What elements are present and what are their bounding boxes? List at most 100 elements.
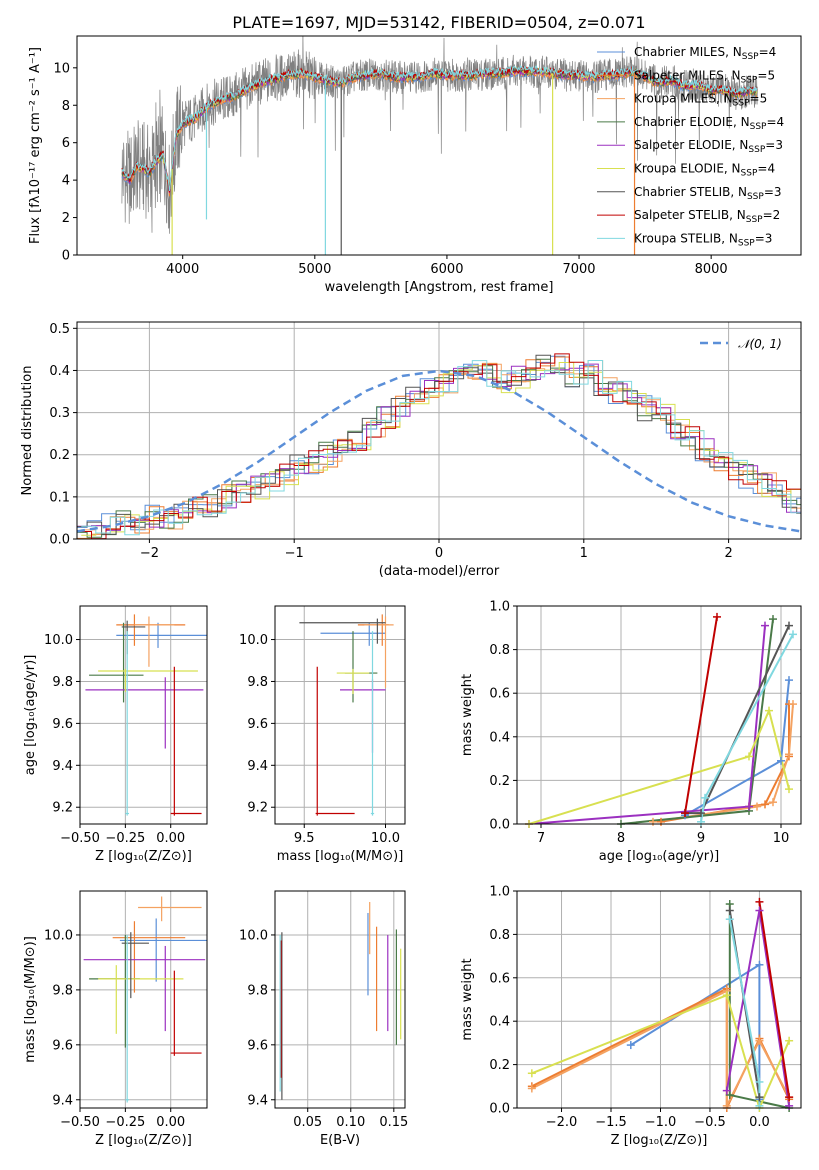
weight-marker [722, 991, 731, 1000]
residual-histogram-5 [77, 363, 801, 531]
residual-histogram-9 [81, 360, 801, 536]
weight-marker [789, 630, 797, 639]
legend-entry: Kroupa ELODIE, NSSP=4 [634, 162, 775, 179]
weight-marker [785, 676, 793, 685]
weight-marker [722, 1086, 731, 1095]
errorbar-point [170, 970, 202, 1056]
mass-vs-ebv-grid [275, 891, 405, 1108]
errorbar-point [357, 614, 389, 646]
weight-marker [789, 700, 797, 709]
y-tick-label: 1.0 [489, 600, 510, 615]
residuals-plot [77, 353, 801, 539]
x-tick-label: 10.0 [371, 831, 400, 846]
weight-vs-age-ylabel: mass weight [460, 674, 475, 756]
weight-marker [745, 802, 753, 811]
mass-vs-Z-grid [79, 891, 207, 1108]
y-tick-label: 9.8 [52, 983, 73, 998]
age-vs-mass-xlabel: mass [log₁₀(M/M⊙)] [277, 849, 404, 864]
model-spectrum-9 [121, 64, 758, 192]
observed-spectrum [121, 36, 758, 234]
weight-marker [701, 793, 709, 802]
x-tick-label: 0.15 [379, 1115, 408, 1130]
y-tick-label: 0.0 [489, 818, 510, 833]
spectrum-title: PLATE=1697, MJD=53142, FIBERID=0504, z=0… [232, 13, 645, 32]
weight-marker [725, 915, 734, 924]
weight-line [700, 633, 794, 822]
errorbar-point [370, 631, 375, 816]
residual-histogram-1 [77, 355, 801, 531]
mass-vs-Z-ylabel: mass [log₁₀(M/M⊙)] [23, 936, 38, 1063]
y-tick-label: 0.8 [489, 643, 510, 658]
y-tick-label: 0.4 [49, 364, 70, 379]
age-vs-Z-axes: −0.50 −0.25 0.00 9.2 9.4 9.6 9.8 10.0 Z [log₁₀(Z… [23, 606, 207, 864]
y-tick-label: 0.4 [489, 730, 510, 745]
x-tick-label: 1 [580, 546, 588, 561]
weight-marker [713, 612, 721, 621]
weight-vs-Z-xlabel: Z [log₁₀(Z/Z⊙)] [611, 1133, 708, 1148]
y-tick-label: 9.6 [247, 1038, 268, 1053]
weight-marker [761, 800, 769, 809]
spectrum-frame [76, 35, 802, 256]
x-tick-label: 7000 [562, 262, 595, 277]
age-vs-Z-ylabel: age [log₁₀(age/yr)] [23, 655, 38, 776]
weight-marker [745, 752, 753, 761]
x-tick-label: 0.10 [336, 1115, 365, 1130]
errorbar-point [336, 668, 370, 695]
errorbar-point [112, 921, 186, 993]
weight-marker [753, 802, 761, 811]
weight-marker [785, 1093, 794, 1102]
y-tick-label: 9.8 [247, 675, 268, 690]
legend-entry: 𝒩(0, 1) [738, 337, 782, 351]
weight-marker [626, 1041, 635, 1050]
weight-marker [785, 785, 793, 794]
errorbar-point [134, 616, 175, 667]
x-tick-label: 8000 [695, 262, 728, 277]
mass-vs-ebv-xlabel: E(B-V) [320, 1133, 360, 1148]
spectrum-legend: Chabrier MILES, NSSP=4 Salpeter MILES, NS… [597, 45, 784, 248]
errorbar-point [315, 666, 355, 816]
legend-entry: Salpeter ELODIE, NSSP=3 [634, 138, 783, 155]
spectrum-plot [121, 36, 758, 255]
y-tick-label: 9.2 [52, 801, 73, 816]
weight-marker [769, 615, 777, 624]
residuals-ylabel: Normed distribution [20, 366, 35, 496]
weight-marker [697, 809, 705, 818]
x-tick-label: 0.00 [156, 1115, 185, 1130]
weight-marker [761, 621, 769, 630]
weight-line [531, 993, 791, 1108]
weight-vs-age-xlabel: age [log₁₀(age/yr)] [599, 849, 720, 864]
weight-marker [755, 906, 764, 915]
weight-marker [785, 1036, 794, 1045]
legend-entry: Chabrier STELIB, NSSP=3 [634, 185, 782, 202]
weight-marker [527, 1084, 536, 1093]
weight-marker [725, 906, 734, 915]
mass-vs-ebv-plot [279, 901, 402, 1100]
gaussian-curve [77, 369, 801, 533]
errorbar-point [98, 668, 198, 692]
weight-line [728, 919, 761, 1106]
weight-marker [755, 1036, 764, 1045]
x-tick-label: 10 [773, 831, 790, 846]
y-tick-label: 9.6 [52, 717, 73, 732]
residual-histogram-2 [77, 356, 801, 539]
age-vs-Z-frame [79, 605, 208, 825]
y-tick-label: 9.4 [247, 759, 268, 774]
errorbar-point [340, 679, 386, 753]
y-tick-label: 0.0 [489, 1102, 510, 1117]
x-tick-label: 5000 [298, 262, 331, 277]
x-tick-label: 9.5 [294, 831, 315, 846]
y-tick-label: 0.1 [49, 490, 70, 505]
residuals-axes: −2 −1 0 1 2 0.0 0.1 0.2 0.3 0.4 0.5 (data-model)/er… [20, 322, 801, 579]
errorbar-point [119, 918, 207, 982]
weight-line [528, 707, 790, 824]
legend-entry: Kroupa STELIB, NSSP=3 [634, 231, 772, 248]
legend-entry: Salpeter MILES, NSSP=5 [634, 68, 775, 85]
y-tick-label: 9.6 [52, 1038, 73, 1053]
errorbar-point [121, 932, 149, 999]
age-vs-mass-axes: 9.5 10.0 9.2 9.4 9.6 9.8 10.0 mass [log₁₀(M/M⊙)… [239, 606, 405, 864]
y-tick-label: 9.4 [52, 759, 73, 774]
weight-line [684, 616, 718, 814]
y-tick-label: 0.4 [489, 1015, 510, 1030]
errorbar-point [89, 622, 144, 703]
y-tick-label: 0.8 [489, 928, 510, 943]
